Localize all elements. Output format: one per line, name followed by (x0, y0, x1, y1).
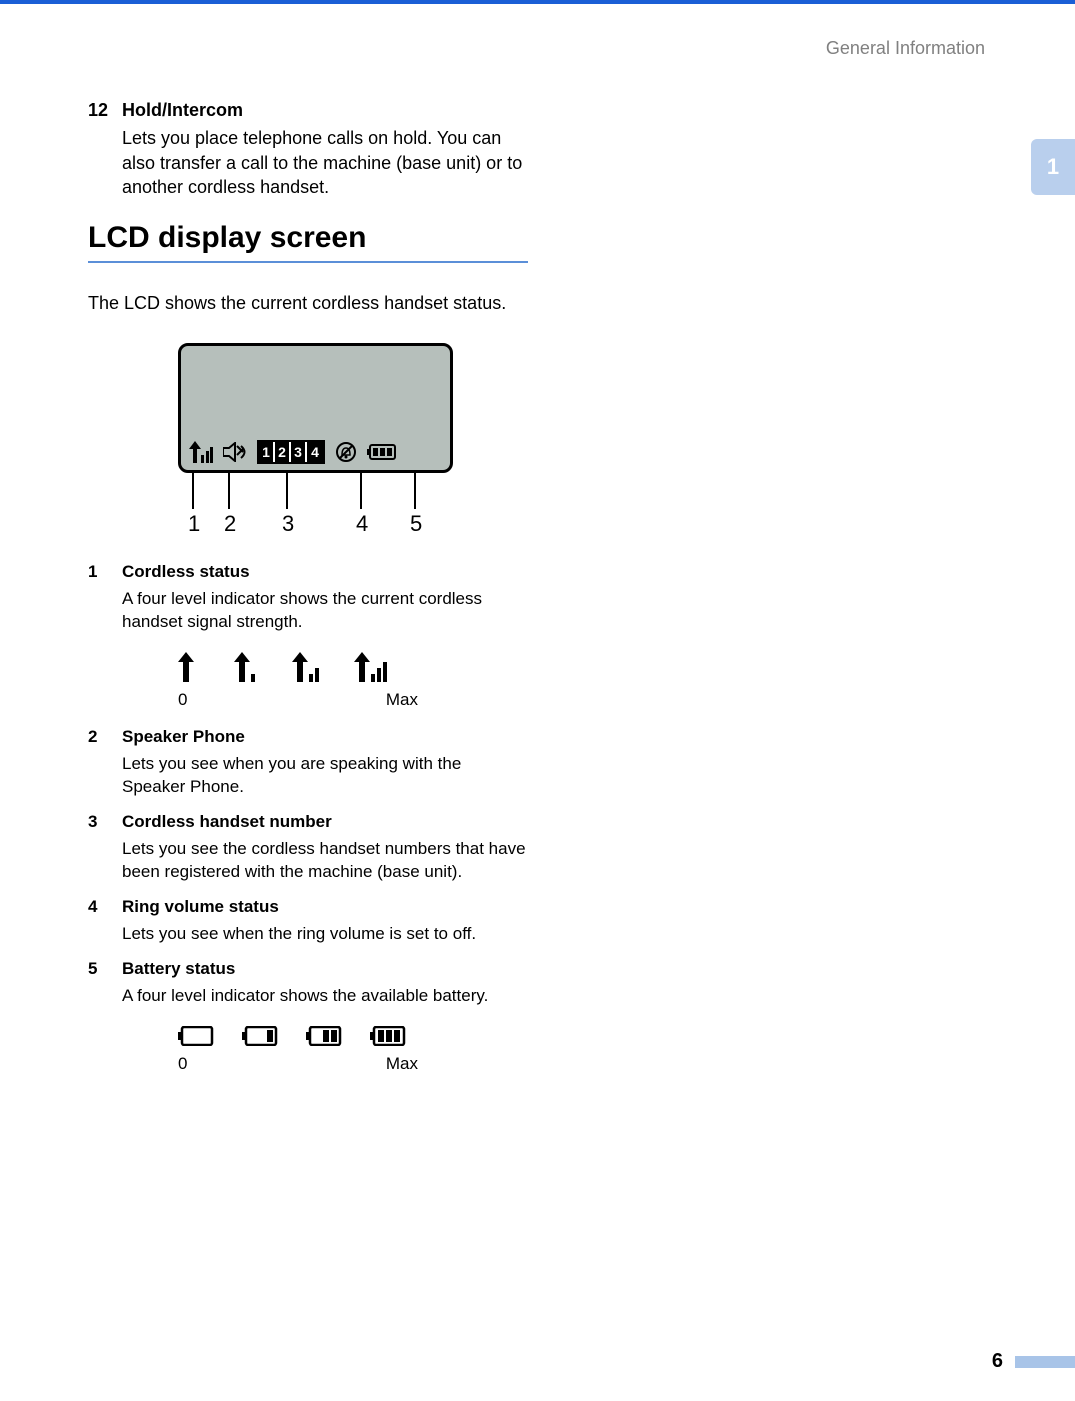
battery-levels-row (178, 1026, 528, 1046)
handset-num-2: 2 (275, 442, 291, 462)
footer-accent-bar (1015, 1356, 1075, 1368)
heading-lcd: LCD display screen (88, 221, 528, 263)
handset-number-boxes: 1 2 3 4 (257, 440, 325, 464)
legend-item-3: 3 Cordless handset number Lets you see t… (88, 811, 528, 884)
callout-line-4 (360, 473, 362, 509)
lcd-icon-row: 1 2 3 4 (189, 440, 442, 464)
legend-item-4: 4 Ring volume status Lets you see when t… (88, 896, 528, 946)
callout-label-2: 2 (224, 511, 236, 537)
legend-5-title: Battery status (122, 958, 235, 981)
legend-3-num: 3 (88, 811, 112, 834)
legend-2-body: Lets you see when you are speaking with … (122, 753, 528, 799)
ring-off-icon (335, 441, 357, 463)
legend-4-num: 4 (88, 896, 112, 919)
legend-list: 1 Cordless status A four level indicator… (88, 561, 528, 1073)
legend-item-5: 5 Battery status A four level indicator … (88, 958, 528, 1008)
legend-5-num: 5 (88, 958, 112, 981)
speaker-icon (223, 442, 247, 462)
signal-scale-min: 0 (178, 690, 187, 710)
signal-scale-max: Max (386, 690, 418, 710)
callout-label-3: 3 (282, 511, 294, 537)
intro-text: The LCD shows the current cordless hands… (88, 291, 528, 315)
legend-5-body: A four level indicator shows the availab… (122, 985, 528, 1008)
callout-line-5 (414, 473, 416, 509)
callout-label-4: 4 (356, 511, 368, 537)
battery-level-0-icon (178, 1026, 214, 1046)
legend-item-1: 1 Cordless status A four level indicator… (88, 561, 528, 634)
lcd-frame: 1 2 3 4 (178, 343, 453, 473)
item-12: 12 Hold/Intercom Lets you place telephon… (88, 98, 528, 199)
lcd-diagram: 1 2 3 4 (178, 343, 528, 535)
legend-1-num: 1 (88, 561, 112, 584)
callout-line-2 (228, 473, 230, 509)
heading-wrap: LCD display screen (88, 221, 528, 263)
handset-num-3: 3 (291, 442, 307, 462)
legend-item-2: 2 Speaker Phone Lets you see when you ar… (88, 726, 528, 799)
signal-levels-row (178, 652, 528, 682)
callout-label-1: 1 (188, 511, 200, 537)
signal-level-0-icon (178, 652, 206, 682)
legend-3-title: Cordless handset number (122, 811, 332, 834)
callout-line-1 (192, 473, 194, 509)
signal-level-2-icon (292, 652, 326, 682)
footer: 6 (992, 1350, 1075, 1373)
legend-2-title: Speaker Phone (122, 726, 245, 749)
page-number: 6 (992, 1350, 1003, 1373)
handset-num-4: 4 (307, 442, 323, 462)
legend-1-title: Cordless status (122, 561, 250, 584)
legend-3-body: Lets you see the cordless handset number… (122, 838, 528, 884)
battery-level-3-icon (370, 1026, 406, 1046)
callout-line-3 (286, 473, 288, 509)
legend-4-body: Lets you see when the ring volume is set… (122, 923, 528, 946)
legend-4-title: Ring volume status (122, 896, 279, 919)
legend-1-body: A four level indicator shows the current… (122, 588, 528, 634)
battery-level-1-icon (242, 1026, 278, 1046)
battery-icon (367, 444, 397, 460)
battery-scale-max: Max (386, 1054, 418, 1074)
signal-icon (189, 441, 213, 463)
item-12-title: Hold/Intercom (122, 98, 243, 122)
callout-label-5: 5 (410, 511, 422, 537)
signal-level-1-icon (234, 652, 264, 682)
signal-scale-row: 0 Max (178, 690, 418, 710)
page: General Information 1 12 Hold/Intercom L… (0, 4, 1075, 1401)
item-12-number: 12 (88, 98, 112, 122)
battery-scale-row: 0 Max (178, 1054, 418, 1074)
handset-num-1: 1 (259, 442, 275, 462)
battery-scale-min: 0 (178, 1054, 187, 1074)
content-column: 12 Hold/Intercom Lets you place telephon… (88, 98, 528, 1090)
chapter-tab: 1 (1031, 139, 1075, 195)
signal-level-3-icon (354, 652, 392, 682)
header-section-label: General Information (826, 38, 985, 59)
battery-level-2-icon (306, 1026, 342, 1046)
lcd-callouts: 1 2 3 4 5 (178, 473, 453, 535)
item-12-body: Lets you place telephone calls on hold. … (122, 126, 528, 199)
legend-2-num: 2 (88, 726, 112, 749)
